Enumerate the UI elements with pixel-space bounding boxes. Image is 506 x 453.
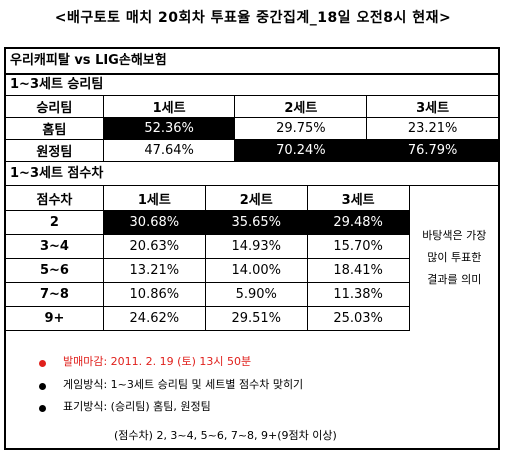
value-cell: 18.41% [306,258,410,283]
value-cell: 14.93% [204,234,308,259]
header-cell: 점수차 [5,185,104,211]
value-cell: 70.24% [234,139,368,162]
side-note-line: 많이 투표한 [427,251,482,265]
value-cell: 11.38% [306,282,410,307]
header-cell: 3세트 [366,95,499,118]
note-notation: 표기방식: (승리팀) 홈팀, 원정팀 [63,400,211,413]
value-cell: 14.00% [204,258,308,283]
value-cell: 15.70% [306,234,410,259]
value-cell: 52.36% [102,117,236,140]
value-cell: 24.62% [102,306,206,331]
row-label: 홈팀 [5,117,104,140]
value-cell: 25.03% [306,306,410,331]
value-cell: 29.75% [234,117,368,140]
side-note: 바탕색은 가장 많이 투표한 결과를 의미 [408,185,499,331]
match-title: 우리캐피탈 vs LIG손해보험 [10,53,167,68]
side-note-line: 바탕색은 가장 [422,229,487,243]
row-label: 원정팀 [5,139,104,162]
table-header-row: 승리팀 1세트 2세트 3세트 [5,95,499,118]
divider [6,73,498,75]
side-note-line: 결과를 의미 [427,273,482,287]
header-cell: 1세트 [102,185,206,211]
value-cell: 23.21% [366,117,499,140]
note-score-diff: (점수차) 2, 3~4, 5~6, 7~8, 9+(9점차 이상) [114,429,337,442]
result-box: 우리캐피탈 vs LIG손해보험 1~3세트 승리팀 승리팀 1세트 2세트 3… [4,47,500,450]
page-title: <배구토토 매치 20회차 투표율 중간집계_18일 오전8시 현재> [54,10,452,26]
bullet-icon [39,405,46,412]
value-cell: 29.48% [306,210,410,235]
header-cell: 승리팀 [5,95,104,118]
value-cell: 13.21% [102,258,206,283]
value-cell: 5.90% [204,282,308,307]
row-label: 9+ [5,306,104,331]
header-cell: 3세트 [306,185,410,211]
value-cell: 30.68% [102,210,206,235]
value-cell: 47.64% [102,139,236,162]
table-header-row: 점수차 1세트 2세트 3세트 바탕색은 가장 많이 투표한 결과를 의미 [5,185,499,331]
score-diff-table: 점수차 1세트 2세트 3세트 바탕색은 가장 많이 투표한 결과를 의미 2 … [5,185,499,331]
header-cell: 2세트 [234,95,368,118]
value-cell: 10.86% [102,282,206,307]
value-cell: 29.51% [204,306,308,331]
value-cell: 35.65% [204,210,308,235]
header-cell: 2세트 [204,185,308,211]
table-row: 2 30.68% 35.65% 29.48% [5,210,500,235]
note-game-method: 게임방식: 1~3세트 승리팀 및 세트별 점수차 맞히기 [63,378,304,391]
header-cell: 1세트 [102,95,236,118]
bullet-icon [39,360,46,367]
row-label: 3~4 [5,234,104,259]
note-deadline: 발매마감: 2011. 2. 19 (토) 13시 50분 [63,355,252,368]
value-cell: 20.63% [102,234,206,259]
table-row: 홈팀 52.36% 29.75% 23.21% [5,117,499,140]
table-row: 9+ 24.62% 29.51% 25.03% [5,306,500,331]
table-row: 5~6 13.21% 14.00% 18.41% [5,258,500,283]
winner-table: 승리팀 1세트 2세트 3세트 홈팀 52.36% 29.75% 23.21% … [5,95,499,162]
row-label: 2 [5,210,104,235]
section1-label: 1~3세트 승리팀 [10,77,104,92]
row-label: 7~8 [5,282,104,307]
bullet-icon [39,383,46,390]
row-label: 5~6 [5,258,104,283]
value-cell: 76.79% [366,139,499,162]
table-row: 7~8 10.86% 5.90% 11.38% [5,282,500,307]
section2-label: 1~3세트 점수차 [10,166,104,181]
table-row: 원정팀 47.64% 70.24% 76.79% [5,139,499,162]
